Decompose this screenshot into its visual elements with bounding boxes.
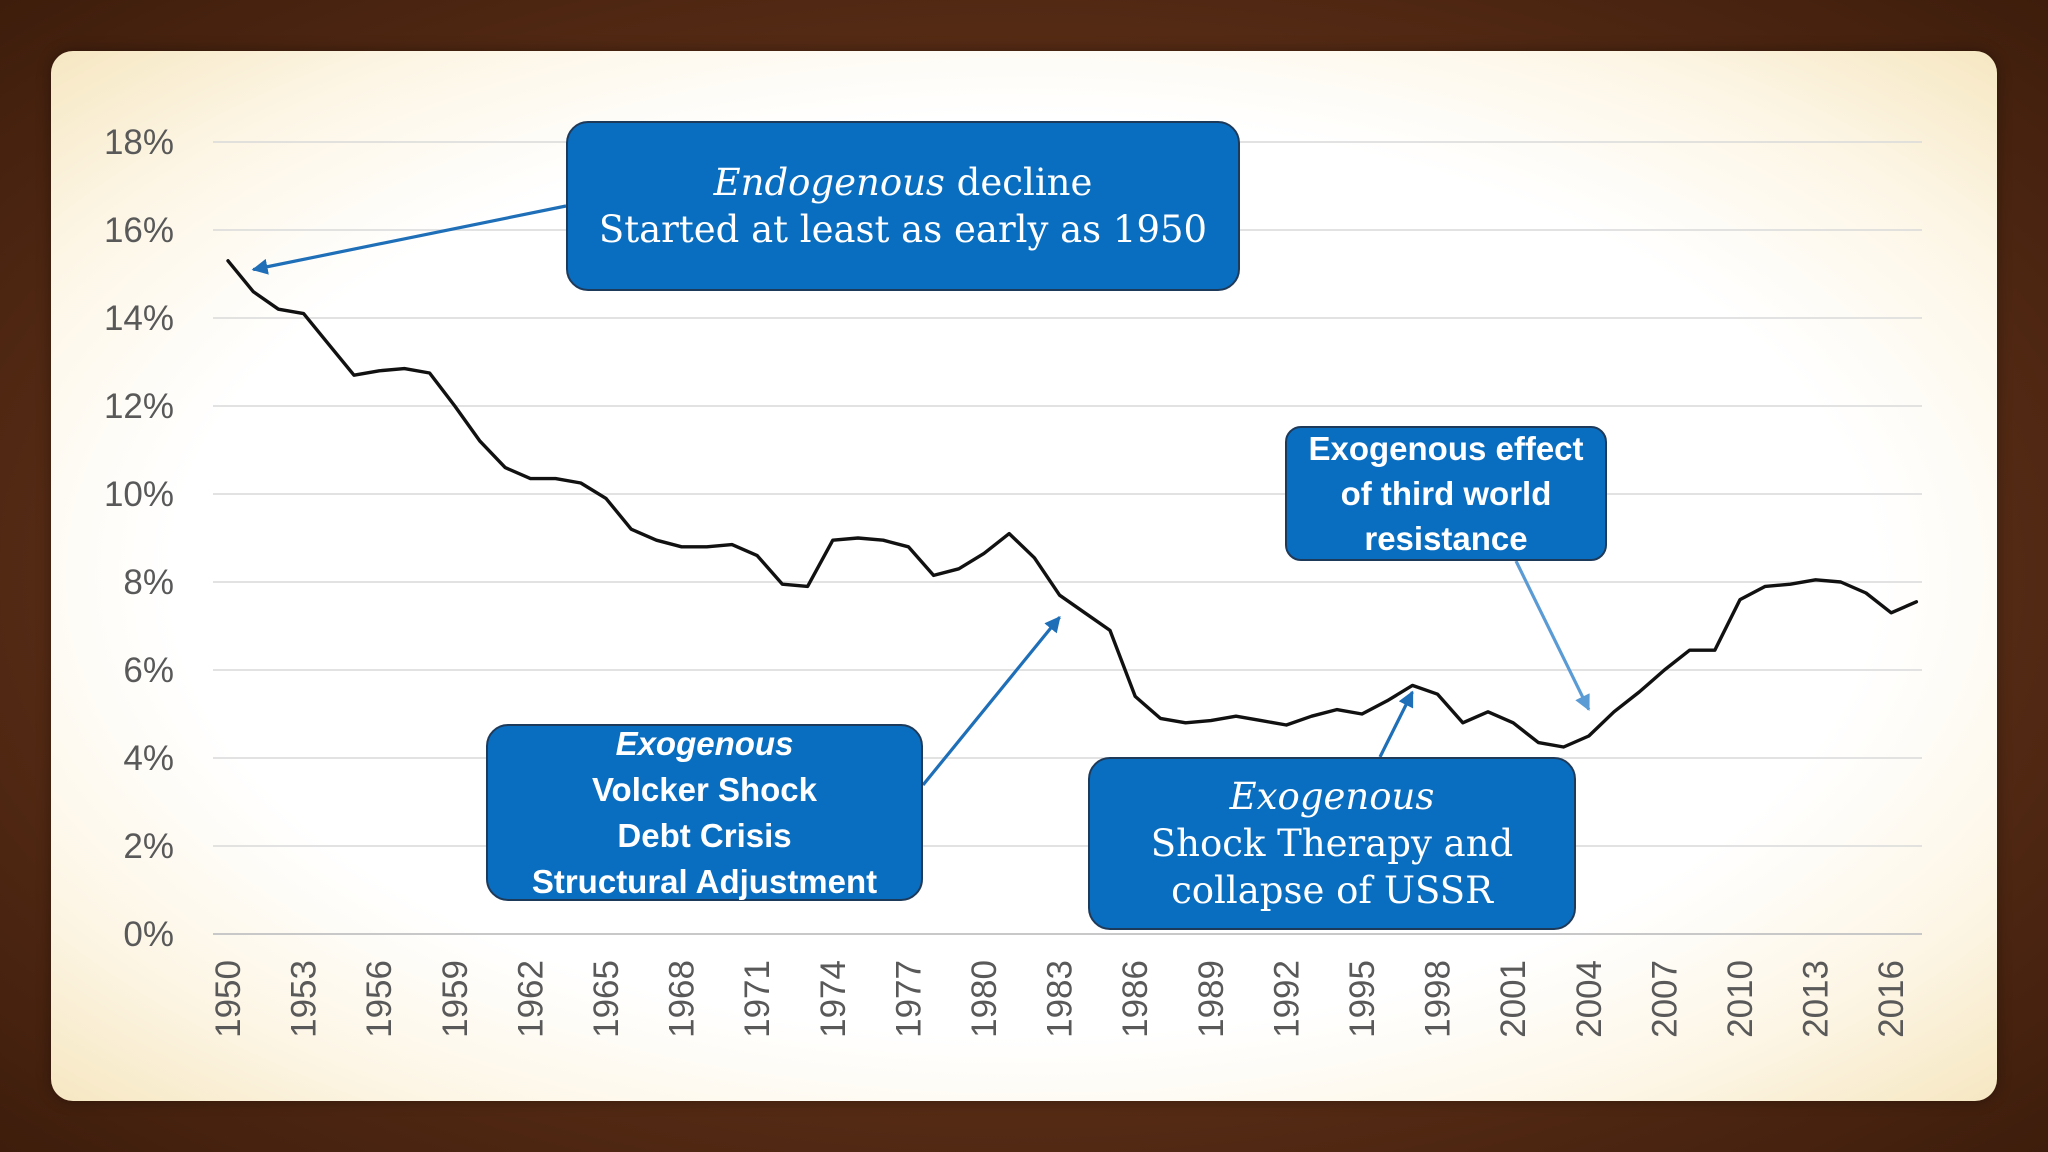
arrow-endogenous xyxy=(251,204,567,275)
callout-resistance-line3: resistance xyxy=(1364,520,1528,557)
callout-endogenous-line1-rest: decline xyxy=(944,161,1093,204)
callout-volcker-line1: Exogenous xyxy=(615,724,794,762)
callout-endogenous-line2: Started at least as early as 1950 xyxy=(598,208,1208,251)
x-tick-label: 1986 xyxy=(1116,960,1155,1038)
x-tick-label: 1968 xyxy=(663,960,702,1038)
callout-shock-line1: Exogenous xyxy=(1229,775,1435,818)
y-tick-label: 6% xyxy=(123,651,174,690)
y-tick-label: 14% xyxy=(104,299,174,338)
x-tick-label: 1953 xyxy=(285,960,324,1038)
x-tick-label: 2010 xyxy=(1721,960,1760,1038)
x-tick-label: 1965 xyxy=(587,960,626,1038)
callout-volcker-line2: Volcker Shock xyxy=(592,770,817,808)
x-tick-label: 1995 xyxy=(1343,960,1382,1038)
callout-volcker-line4: Structural Adjustment xyxy=(531,862,878,900)
x-tick-label: 2001 xyxy=(1494,960,1533,1038)
x-tick-label: 1974 xyxy=(814,960,853,1038)
arrow-volcker xyxy=(921,615,1061,787)
y-tick-label: 12% xyxy=(104,387,174,426)
y-tick-label: 0% xyxy=(123,915,174,954)
x-tick-label: 1989 xyxy=(1192,960,1231,1038)
x-tick-label: 2004 xyxy=(1570,960,1609,1038)
arrow-resistance xyxy=(1514,560,1591,712)
x-tick-label: 1956 xyxy=(360,960,399,1038)
series-line xyxy=(226,259,1919,749)
x-tick-label: 1962 xyxy=(511,960,550,1038)
callout-endogenous-keyword: Endogenous xyxy=(713,161,945,204)
y-tick-label: 4% xyxy=(123,739,174,778)
x-tick-label: 2013 xyxy=(1797,960,1836,1038)
x-tick-label: 1971 xyxy=(738,960,777,1038)
callout-shock-line3: collapse of USSR xyxy=(1171,869,1493,912)
x-tick-label: 1959 xyxy=(436,960,475,1038)
callout-resistance-line2: of third world xyxy=(1340,475,1552,512)
y-tick-label: 2% xyxy=(123,827,174,866)
callout-third-world-resistance: Exogenous effect of third world resistan… xyxy=(1285,426,1607,561)
arrow-shock xyxy=(1378,690,1414,758)
y-tick-label: 18% xyxy=(104,123,174,162)
x-tick-label: 1992 xyxy=(1267,960,1306,1038)
x-tick-label: 2007 xyxy=(1645,960,1684,1038)
y-tick-label: 8% xyxy=(123,563,174,602)
callout-shock-therapy: Exogenous Shock Therapy and collapse of … xyxy=(1088,757,1576,930)
callout-endogenous-decline: Endogenous decline Started at least as e… xyxy=(566,121,1240,291)
y-tick-label: 16% xyxy=(104,211,174,250)
annotation-arrows xyxy=(251,204,1591,787)
callout-resistance-line1: Exogenous effect xyxy=(1308,430,1584,467)
y-axis-tick-labels: 0% 2% 4% 6% 8% 10% 12% 14% 16% 18% xyxy=(104,123,174,954)
x-tick-label: 1980 xyxy=(965,960,1004,1038)
y-tick-label: 10% xyxy=(104,475,174,514)
x-tick-label: 1950 xyxy=(209,960,248,1038)
x-tick-label: 1983 xyxy=(1041,960,1080,1038)
callout-volcker-line3: Debt Crisis xyxy=(617,816,792,854)
x-tick-label: 2016 xyxy=(1872,960,1911,1038)
x-tick-label: 1998 xyxy=(1419,960,1458,1038)
callout-shock-line2: Shock Therapy and xyxy=(1150,822,1514,865)
x-tick-label: 1977 xyxy=(889,960,928,1038)
series-layer xyxy=(226,259,1919,749)
x-axis-tick-labels: 1950 1953 1956 1959 1962 1965 1968 1971 1974 1977… xyxy=(209,960,1911,1038)
callout-volcker-shock: Exogenous Volcker Shock Debt Crisis Stru… xyxy=(486,724,923,901)
